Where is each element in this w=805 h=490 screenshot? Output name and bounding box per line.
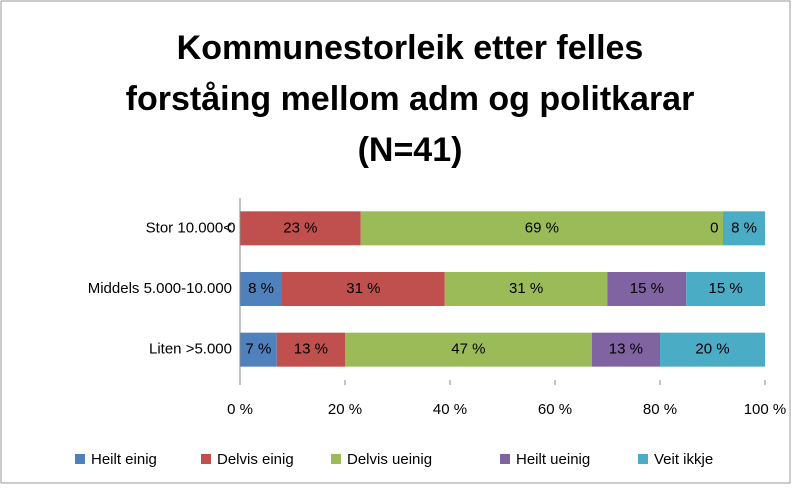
- data-label: 8 %: [248, 280, 274, 297]
- legend-swatch: [638, 454, 648, 464]
- data-label: 13 %: [609, 341, 643, 358]
- data-label: 15 %: [709, 280, 743, 297]
- bar-segment: [660, 332, 765, 367]
- bar-segment: [282, 272, 445, 306]
- data-label: 8 %: [731, 219, 757, 236]
- bar-segment: [276, 332, 345, 367]
- x-tick-label: 80 %: [643, 401, 677, 418]
- chart-title: forståing mellom adm og politkarar: [126, 80, 695, 118]
- y-tick-label: Middels 5.000-10.000: [88, 280, 232, 297]
- legend-swatch: [500, 454, 510, 464]
- data-label: 20 %: [695, 341, 729, 358]
- data-label: 23 %: [283, 219, 317, 236]
- y-tick-label: Stor 10.000<: [146, 219, 233, 236]
- legend-label: Veit ikkje: [654, 451, 713, 468]
- legend-swatch: [331, 454, 341, 464]
- bar-segment: [360, 211, 723, 246]
- bar-segment: [444, 272, 608, 306]
- legend-label: Delvis ueinig: [347, 451, 432, 468]
- bar-segment: [723, 211, 765, 246]
- x-tick-label: 20 %: [328, 401, 362, 418]
- legend-label: Heilt ueinig: [516, 451, 590, 468]
- bar-segment: [345, 332, 592, 367]
- data-label: 13 %: [294, 341, 328, 358]
- bar-segment: [240, 332, 277, 367]
- bar-segment: [240, 272, 282, 306]
- bar-segment: [591, 332, 660, 367]
- x-tick-label: 0 %: [227, 401, 253, 418]
- y-tick-label: Liten >5.000: [149, 341, 232, 358]
- legend-label: Heilt einig: [91, 451, 157, 468]
- x-tick-label: 40 %: [433, 401, 467, 418]
- data-label: 69 %: [525, 219, 559, 236]
- chart-title: (N=41): [358, 131, 463, 169]
- x-tick-label: 60 %: [538, 401, 572, 418]
- data-label: 7 %: [245, 341, 271, 358]
- chart-title: Kommunestorleik etter felles: [177, 29, 644, 67]
- bar-segment: [240, 211, 361, 246]
- data-label: 31 %: [346, 280, 380, 297]
- legend-swatch: [75, 454, 85, 464]
- bar-segment: [686, 272, 765, 306]
- bar-segment: [607, 272, 687, 306]
- x-tick-label: 100 %: [744, 401, 787, 418]
- data-label: 47 %: [451, 341, 485, 358]
- legend-label: Delvis einig: [217, 451, 294, 468]
- data-label: 15 %: [630, 280, 664, 297]
- legend-swatch: [201, 454, 211, 464]
- data-label: 31 %: [509, 280, 543, 297]
